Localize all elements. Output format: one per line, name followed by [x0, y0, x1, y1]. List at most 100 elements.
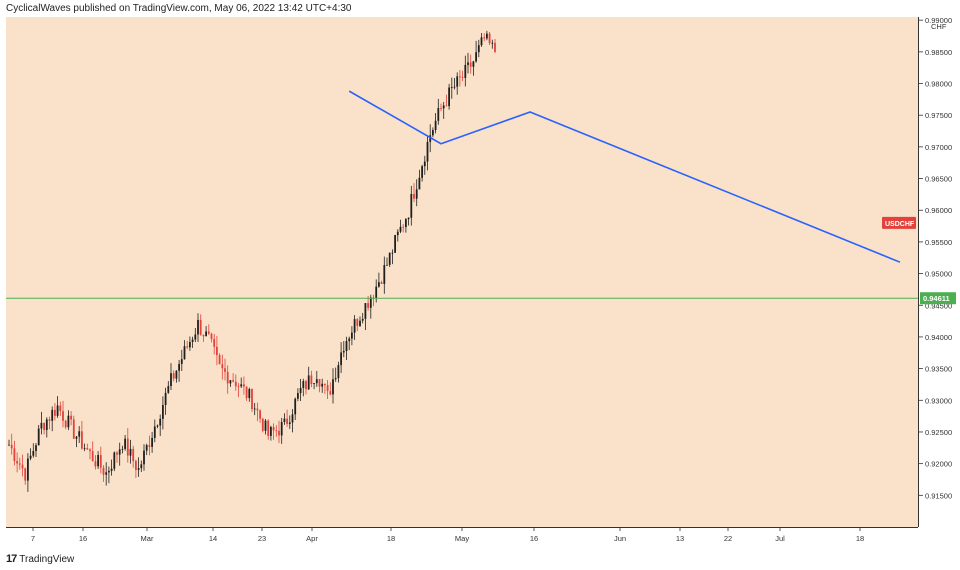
candle-body — [210, 333, 213, 339]
candle-body — [261, 418, 264, 431]
candle-body — [375, 286, 378, 298]
x-tick-label: Apr — [306, 534, 318, 543]
candle-body — [156, 425, 159, 427]
y-tick-label: 0.97500 — [925, 111, 952, 120]
candle-body — [275, 430, 278, 432]
candle-body — [426, 141, 429, 162]
candle-body — [108, 470, 110, 473]
candle-body — [24, 468, 27, 481]
candle-body — [332, 379, 334, 395]
candle-body — [321, 383, 324, 387]
candle-body — [326, 384, 329, 392]
candle-body — [70, 415, 72, 420]
y-tick-label: 0.98500 — [925, 48, 952, 57]
candle-body — [178, 363, 180, 371]
candle-body — [467, 62, 469, 65]
candle-body — [91, 451, 94, 462]
candle-body — [423, 161, 426, 167]
candle-body — [356, 319, 359, 326]
candle-body — [272, 426, 275, 431]
candle-body — [140, 464, 143, 469]
candle-body — [461, 77, 464, 78]
candlestick-chart: USDCHF — [6, 30, 918, 492]
price-axis[interactable]: CHF 0.99000 0.98500 0.98000 0.97500 0.97000 0.… — [918, 16, 960, 527]
candle-body — [334, 378, 337, 380]
candle-body — [302, 381, 305, 388]
candle-body — [124, 438, 126, 449]
candle-body — [448, 87, 450, 107]
candle-body — [442, 105, 445, 109]
candle-body — [396, 231, 399, 236]
candle-body — [475, 52, 477, 62]
y-tick-label: 0.92000 — [925, 460, 952, 469]
candle-body — [16, 460, 18, 464]
candle-body — [453, 86, 456, 88]
candle-body — [153, 426, 156, 438]
candle-body — [94, 461, 97, 467]
candle-body — [421, 166, 423, 178]
candle-body — [199, 319, 202, 335]
candle-body — [280, 422, 283, 436]
y-tick-label: 0.93500 — [925, 365, 952, 374]
candle-body — [450, 86, 453, 88]
candle-body — [170, 373, 172, 387]
x-tick-label: 23 — [258, 534, 266, 543]
candle-body — [35, 445, 37, 451]
candle-body — [469, 62, 472, 67]
x-tick-label: Jul — [775, 534, 785, 543]
x-tick-label: Jun — [614, 534, 626, 543]
candle-body — [437, 107, 440, 121]
candle-body — [305, 381, 307, 390]
candle-body — [45, 419, 48, 430]
x-tick-label: 18 — [856, 534, 864, 543]
candle-body — [288, 422, 291, 425]
candle-body — [189, 341, 191, 348]
candle-body — [218, 355, 221, 365]
y-tick-label: 0.92500 — [925, 428, 952, 437]
time-axis[interactable]: 7 16 Mar 14 23 Apr 18 May 16 Jun 13 22 Jul 18 — [6, 527, 918, 548]
candle-body — [59, 405, 62, 412]
candle-body — [459, 76, 461, 78]
candle-body — [27, 458, 29, 481]
candle-body — [488, 33, 491, 44]
candle-body — [248, 389, 251, 399]
candle-body — [267, 420, 270, 436]
publish-header: CyclicalWaves published on TradingView.c… — [6, 3, 352, 14]
candle-body — [378, 282, 380, 287]
candle-body — [413, 193, 415, 199]
tradingview-footer[interactable]: 17 TradingView — [6, 553, 74, 565]
chart-plot-area[interactable]: USDCHF — [6, 17, 918, 527]
candle-body — [361, 318, 364, 321]
candle-body — [97, 455, 99, 467]
y-tick-label: 0.94000 — [925, 333, 952, 342]
candle-body — [494, 42, 496, 52]
candle-body — [259, 410, 261, 419]
candle-body — [270, 426, 272, 436]
candle-body — [8, 444, 10, 446]
candle-body — [345, 341, 348, 352]
candle-body — [121, 448, 124, 450]
symbol-badge — [882, 216, 916, 229]
candle-body — [105, 472, 108, 475]
candle-body — [221, 364, 224, 369]
candle-body — [399, 226, 402, 232]
candle-body — [64, 420, 67, 428]
y-tick-label: 0.95500 — [925, 238, 952, 247]
y-tick-label: 0.91500 — [925, 491, 952, 500]
currency-label: CHF — [931, 22, 947, 31]
candle-body — [162, 405, 164, 419]
candle-body — [291, 414, 294, 423]
candle-body — [102, 467, 105, 475]
candle-body — [407, 217, 410, 220]
candle-body — [151, 437, 153, 447]
candle-body — [10, 444, 13, 449]
candle-body — [110, 468, 113, 471]
candle-body — [132, 448, 135, 461]
candle-body — [18, 463, 21, 465]
candle-body — [86, 448, 89, 450]
candle-body — [72, 419, 75, 439]
candle-body — [29, 455, 32, 459]
candle-body — [116, 452, 118, 455]
candle-body — [410, 193, 413, 218]
candle-body — [486, 33, 488, 39]
